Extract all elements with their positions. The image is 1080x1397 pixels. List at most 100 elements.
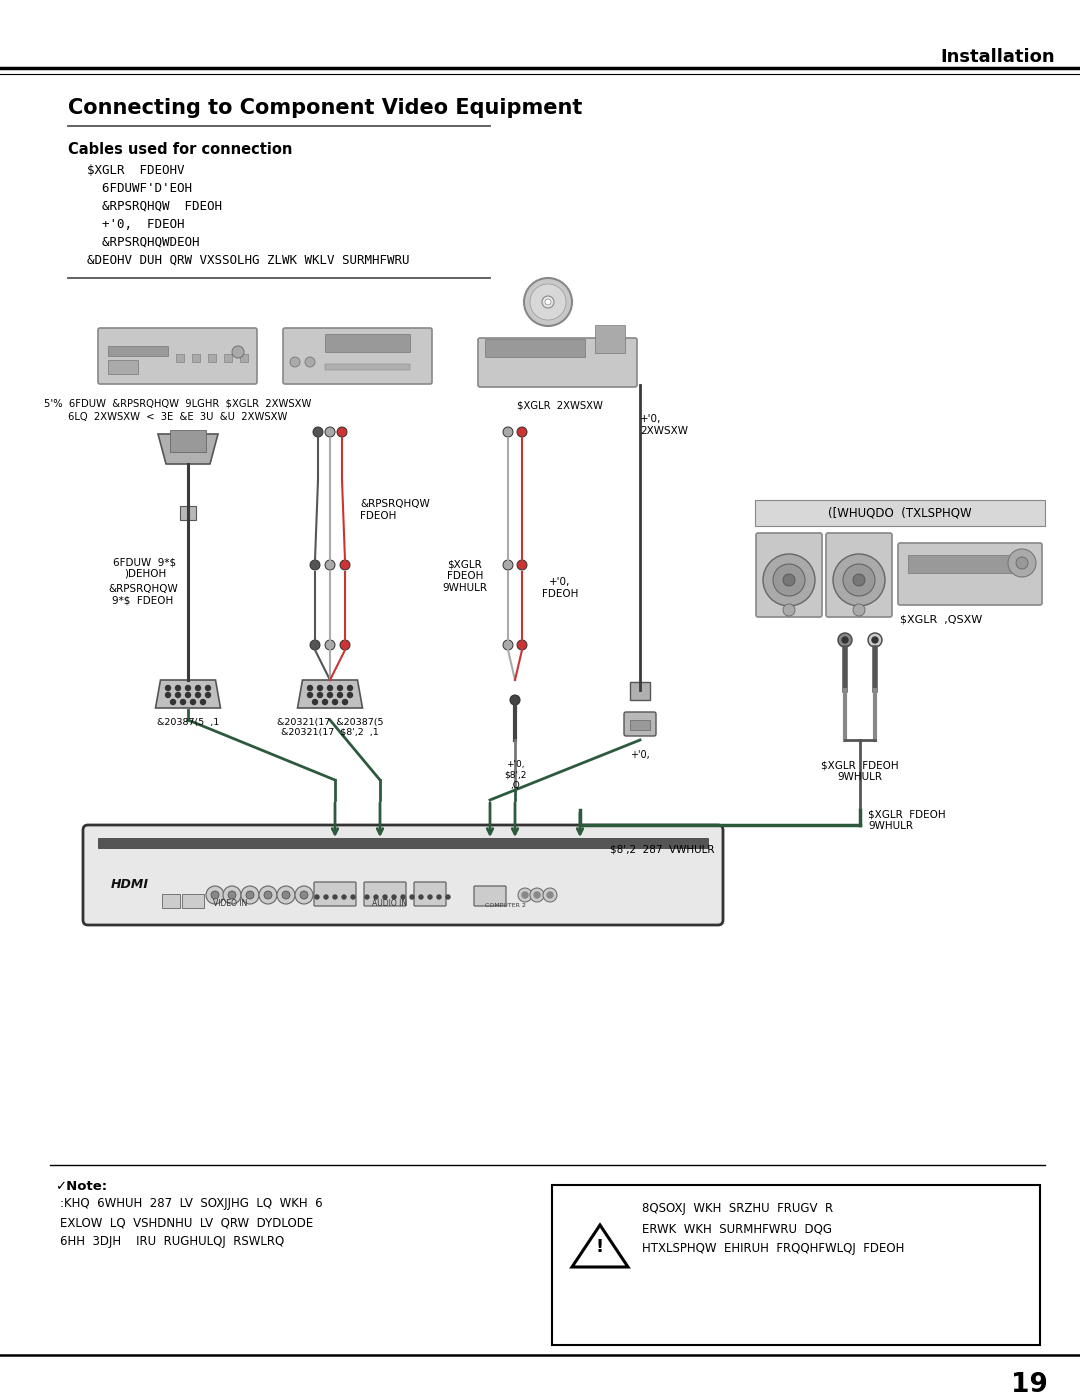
Polygon shape <box>297 680 363 708</box>
Text: &20321(17  $8',2  ,1: &20321(17 $8',2 ,1 <box>281 728 379 738</box>
Circle shape <box>517 427 527 437</box>
Bar <box>176 353 184 362</box>
Bar <box>183 894 204 908</box>
Text: 6FDUW  9*$
)DEHOH: 6FDUW 9*$ )DEHOH <box>113 557 176 578</box>
Circle shape <box>333 700 337 704</box>
Circle shape <box>340 560 350 570</box>
Circle shape <box>337 686 342 690</box>
Circle shape <box>175 686 180 690</box>
Circle shape <box>318 693 323 697</box>
Circle shape <box>503 427 513 437</box>
Text: &RPSRQHQWDEOH: &RPSRQHQWDEOH <box>72 236 200 249</box>
Text: AUDIO IN: AUDIO IN <box>373 900 407 908</box>
Circle shape <box>282 891 291 900</box>
Text: COMPUTER 2: COMPUTER 2 <box>485 902 526 908</box>
Circle shape <box>503 640 513 650</box>
Circle shape <box>833 555 885 606</box>
Circle shape <box>228 891 237 900</box>
Text: 8QSOXJ  WKH  SRZHU  FRUGV  R: 8QSOXJ WKH SRZHU FRUGV R <box>642 1201 833 1215</box>
Text: !: ! <box>596 1238 604 1256</box>
Text: HDMI: HDMI <box>111 879 149 891</box>
Bar <box>208 353 216 362</box>
Circle shape <box>308 693 312 697</box>
FancyBboxPatch shape <box>414 882 446 907</box>
Circle shape <box>348 693 352 697</box>
Circle shape <box>419 895 423 900</box>
Text: 19: 19 <box>1011 1372 1048 1397</box>
Bar <box>170 430 206 453</box>
Polygon shape <box>572 1225 627 1267</box>
Circle shape <box>295 886 313 904</box>
Text: HTXLSPHQW  EHIRUH  FRQQHFWLQJ  FDEOH: HTXLSPHQW EHIRUH FRQQHFWLQJ FDEOH <box>642 1242 904 1255</box>
Circle shape <box>195 693 201 697</box>
Circle shape <box>201 700 205 704</box>
Bar <box>240 353 248 362</box>
Circle shape <box>530 888 544 902</box>
Circle shape <box>232 346 244 358</box>
Circle shape <box>312 700 318 704</box>
Text: &20321(17  &20387(5: &20321(17 &20387(5 <box>276 718 383 726</box>
FancyBboxPatch shape <box>83 826 723 925</box>
Text: &RPSRQHQW  FDEOH: &RPSRQHQW FDEOH <box>72 200 222 212</box>
Circle shape <box>374 895 378 900</box>
Text: ([WHUQDO  (TXLSPHQW: ([WHUQDO (TXLSPHQW <box>828 507 972 520</box>
Circle shape <box>546 893 553 898</box>
FancyBboxPatch shape <box>897 543 1042 605</box>
FancyBboxPatch shape <box>474 886 507 907</box>
Text: 5'%  6FDUW  &RPSRQHQW  9LGHR  $XGLR  2XWSXW: 5'% 6FDUW &RPSRQHQW 9LGHR $XGLR 2XWSXW <box>44 398 312 408</box>
Circle shape <box>510 694 519 705</box>
Circle shape <box>276 886 295 904</box>
Text: Installation: Installation <box>941 47 1055 66</box>
Circle shape <box>323 700 327 704</box>
Circle shape <box>264 891 272 900</box>
Circle shape <box>327 693 333 697</box>
Polygon shape <box>156 680 220 708</box>
Circle shape <box>205 693 211 697</box>
Text: 6LQ  2XWSXW  <  3E  &E  3U  &U  2XWSXW: 6LQ 2XWSXW < 3E &E 3U &U 2XWSXW <box>68 412 287 422</box>
Circle shape <box>842 637 848 643</box>
Circle shape <box>190 700 195 704</box>
Circle shape <box>853 604 865 616</box>
Circle shape <box>206 886 224 904</box>
Text: +'0,
2XWSXW: +'0, 2XWSXW <box>640 414 688 436</box>
Circle shape <box>762 555 815 606</box>
Circle shape <box>165 686 171 690</box>
FancyBboxPatch shape <box>478 338 637 387</box>
Circle shape <box>325 640 335 650</box>
Circle shape <box>872 637 878 643</box>
Circle shape <box>773 564 805 597</box>
Circle shape <box>315 895 319 900</box>
Text: $XGLR  ,QSXW: $XGLR ,QSXW <box>900 615 982 624</box>
Text: VIDEO IN: VIDEO IN <box>213 900 247 908</box>
Text: Connecting to Component Video Equipment: Connecting to Component Video Equipment <box>68 98 582 117</box>
Circle shape <box>211 891 219 900</box>
Circle shape <box>383 895 387 900</box>
Circle shape <box>310 640 320 650</box>
Circle shape <box>205 686 211 690</box>
Text: $8',2  287  VWHULR: $8',2 287 VWHULR <box>610 845 715 855</box>
Text: 6FDUWF'D'EOH: 6FDUWF'D'EOH <box>72 182 192 194</box>
Circle shape <box>246 891 254 900</box>
Bar <box>192 353 200 362</box>
Text: &DEOHV DUH QRW VXSSOLHG ZLWK WKLV SURMHFWRU: &DEOHV DUH QRW VXSSOLHG ZLWK WKLV SURMHF… <box>72 253 409 267</box>
FancyBboxPatch shape <box>624 712 656 736</box>
Circle shape <box>351 895 355 900</box>
Text: ✓Note:: ✓Note: <box>55 1180 107 1193</box>
Circle shape <box>410 895 414 900</box>
Bar <box>595 326 625 353</box>
Circle shape <box>853 574 865 585</box>
Circle shape <box>517 640 527 650</box>
Circle shape <box>843 564 875 597</box>
Circle shape <box>522 893 528 898</box>
Circle shape <box>325 427 335 437</box>
Circle shape <box>783 574 795 585</box>
Text: $XGLR  FDEOH
9WHULR: $XGLR FDEOH 9WHULR <box>868 809 946 831</box>
Circle shape <box>337 693 342 697</box>
Polygon shape <box>158 434 218 464</box>
Circle shape <box>518 888 532 902</box>
Circle shape <box>310 560 320 570</box>
Circle shape <box>348 686 352 690</box>
Circle shape <box>165 693 171 697</box>
Circle shape <box>503 560 513 570</box>
Circle shape <box>195 686 201 690</box>
